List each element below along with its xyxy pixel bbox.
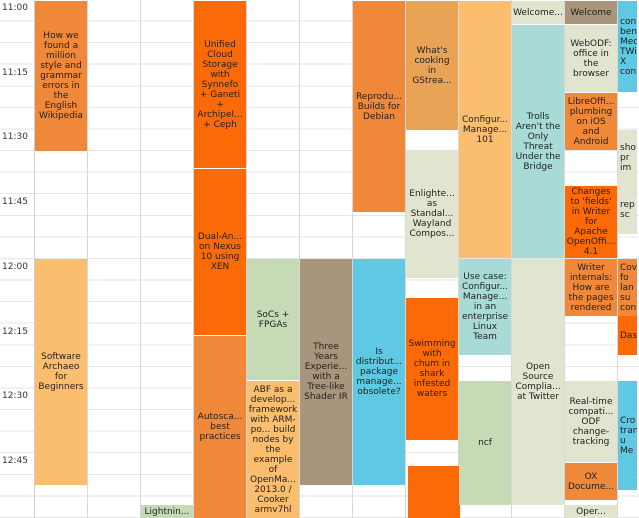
session-block[interactable]: Real-time compati... ODF change-tracking [565,381,617,462]
session-block[interactable]: Reprodu... Builds for Debian [353,1,405,212]
session-block[interactable]: Swimming with chum in shark infested wat… [406,298,458,440]
session-block[interactable]: Das [618,316,637,355]
time-label: 12:15 [2,326,28,337]
session-block[interactable]: rep sc [618,186,637,234]
session-block[interactable]: Dual-An... on Nexus 10 using XEN [194,169,246,335]
session-block[interactable]: Cro tran u Me [618,381,637,490]
session-block[interactable]: How we found a million style and grammar… [35,1,87,151]
session-block[interactable]: Three Years Experie... with a Tree-like … [300,259,352,485]
session-block[interactable]: Use case: Configur... Manage... in an en… [459,259,511,355]
session-block[interactable]: con ben Med TWi X con [618,1,637,92]
session-block[interactable]: OX Docume... [565,463,617,500]
session-block [408,466,460,518]
time-label: 11:15 [2,67,28,78]
session-block[interactable]: Changes to 'fields' in Writer for Apache… [565,186,617,258]
time-label: 12:00 [2,261,28,272]
session-block[interactable]: What's cooking in GStrea... [406,1,458,130]
session-block[interactable]: Writer internals: How are the pages rend… [565,259,617,316]
session-block[interactable]: sho pr im [618,130,637,186]
session-block[interactable]: Open Source Complia... at Twitter [512,259,564,505]
session-block[interactable]: Software Archaeo for Beginners [35,259,87,485]
session-block[interactable]: Lightnin... [141,505,193,518]
time-label: 12:30 [2,391,28,402]
time-label: 11:30 [2,132,28,143]
time-column: 11:00 11:15 11:30 11:45 12:00 12:15 12:30 12:45 [0,0,35,518]
session-block[interactable]: Cov fo lan su con [618,259,637,316]
time-label: 11:45 [2,197,28,208]
session-block[interactable]: ABF as a develop... framework with ARM-p… [247,381,299,518]
session-block[interactable]: Autosca... best practices [194,336,246,518]
time-label: 11:00 [2,3,28,13]
session-block[interactable]: SoCs + FPGAs [247,259,299,380]
session-block[interactable]: Trolls Aren't the Only Threat Under the … [512,25,564,258]
session-block[interactable]: ncf [459,381,511,505]
session-block[interactable]: Unified Cloud Storage with Synnefo + Gan… [194,1,246,168]
session-block[interactable]: Is distribut... package manage... obsole… [353,259,405,485]
session-block[interactable]: Enlighte... as Standal... Wayland Compos… [406,150,458,278]
session-block[interactable]: LibreOffi... plumbing on iOS and Android [565,93,617,150]
session-block[interactable]: Welcome [565,1,617,24]
time-label: 12:45 [2,456,28,467]
session-block[interactable]: WebODF: office in the browser [565,25,617,92]
session-block[interactable]: Configur... Manage... 101 [459,1,511,258]
session-block[interactable]: Oper... [565,505,617,518]
session-block[interactable]: Welcome... [512,1,564,24]
